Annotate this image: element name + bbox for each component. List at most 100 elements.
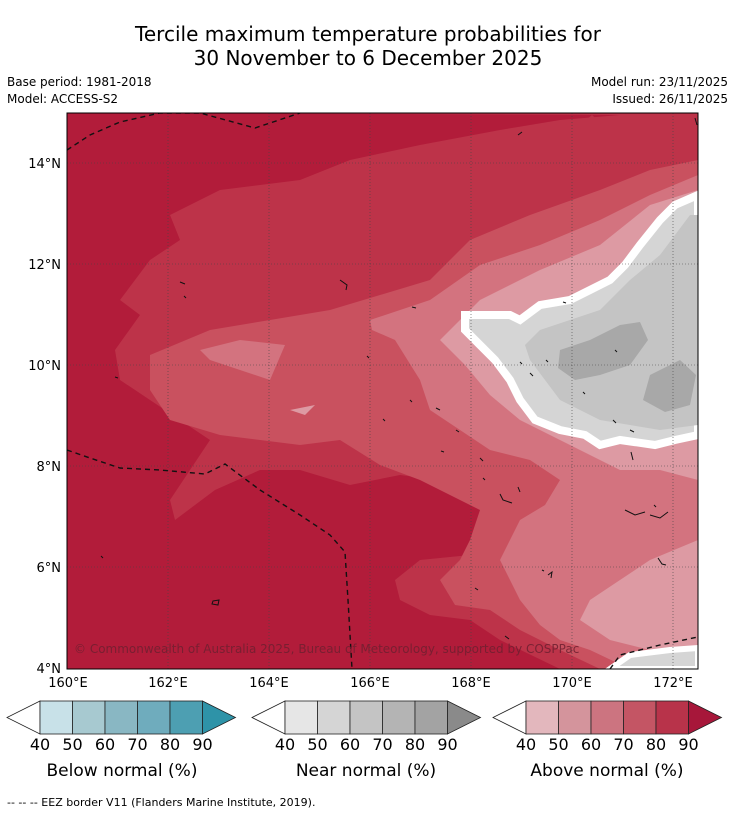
colorbar-upper-arrow	[447, 700, 482, 735]
colorbar-tick-label: 80	[405, 735, 425, 754]
island	[624, 504, 669, 519]
lon-label: 160°E	[48, 676, 88, 691]
colorbar-segment	[623, 700, 657, 735]
colorbar-segment	[414, 700, 448, 735]
map-frame	[66, 112, 699, 670]
colorbar-segment	[137, 700, 171, 735]
colorbar-segment	[39, 700, 73, 735]
islands	[100, 117, 698, 640]
below-normal-label: Below normal (%)	[46, 761, 198, 781]
map-title: Tercile maximum temperature probabilitie…	[0, 22, 736, 70]
colorbar-tick-label: 60	[581, 735, 601, 754]
map-field	[67, 113, 698, 669]
island	[517, 131, 523, 136]
colorbar-tick-label: 50	[307, 735, 327, 754]
colorbar-tick-label: 40	[516, 735, 536, 754]
colorbar-segment	[317, 700, 351, 735]
island	[100, 555, 104, 559]
lat-label: 12°N	[28, 258, 61, 273]
eez-border-southeast	[609, 636, 698, 669]
lon-label: 168°E	[451, 676, 491, 691]
island	[657, 557, 667, 566]
colorbar-lower-arrow	[6, 700, 41, 735]
lower-near-patch	[604, 644, 698, 669]
lat-label: 10°N	[28, 359, 61, 374]
model-name: Model: ACCESS-S2	[7, 92, 119, 106]
lon-label: 172°E	[653, 676, 693, 691]
colorbar-upper-arrow	[202, 700, 237, 735]
island	[479, 457, 486, 481]
colorbar-segment	[169, 700, 203, 735]
above-normal-label: Above normal (%)	[530, 761, 684, 781]
colorbar-segment	[655, 700, 689, 735]
island	[114, 376, 119, 379]
island	[474, 587, 510, 640]
island	[440, 429, 460, 453]
lat-label: 4°N	[37, 662, 62, 677]
issued-date: Issued: 26/11/2025	[612, 92, 728, 106]
island	[366, 355, 370, 359]
colorbar-segment	[558, 700, 592, 735]
zone-near-80	[558, 322, 696, 412]
meta-left: Base period: 1981-2018 Model: ACCESS-S2	[7, 74, 152, 108]
small-patch-above-80	[580, 115, 603, 140]
colorbar-tick-label: 90	[678, 735, 698, 754]
lon-label: 170°E	[552, 676, 592, 691]
colorbar-segment	[349, 700, 383, 735]
island	[339, 279, 348, 291]
colorbar-lower-arrow	[492, 700, 527, 735]
meta-right: Model run: 23/11/2025 Issued: 26/11/2025	[591, 74, 728, 108]
eez-footnote: -- -- -- EEZ border V11 (Flanders Marine…	[7, 796, 316, 809]
colorbar-above-normal: 40 50 60 70 80 90	[492, 700, 723, 754]
colorbar-tick-label: 70	[127, 735, 147, 754]
island	[612, 419, 635, 461]
colorbar-below-normal: 40 50 60 70 80 90	[6, 700, 237, 754]
island	[411, 306, 417, 309]
latitude-labels: 14°N 12°N 10°N 8°N 6°N 4°N	[28, 157, 61, 677]
colorbar-upper-arrow	[688, 700, 723, 735]
colorbar-near-normal: 40 50 60 70 80 90	[251, 700, 482, 754]
island	[382, 399, 441, 422]
colorbar-segment	[284, 700, 318, 735]
colorbar-tick-label: 70	[372, 735, 392, 754]
colorbar-segment	[382, 700, 416, 735]
lat-label: 8°N	[37, 460, 62, 475]
eez-border-north	[67, 113, 301, 151]
colorbar-tick-label: 50	[548, 735, 568, 754]
colorbar-tick-label: 60	[95, 735, 115, 754]
island	[211, 599, 220, 606]
colorbar-tick-label: 80	[160, 735, 180, 754]
lon-label: 162°E	[148, 676, 188, 691]
lat-label: 14°N	[28, 157, 61, 172]
colorbar-tick-label: 40	[275, 735, 295, 754]
island	[519, 359, 549, 377]
colorbar-tick-label: 60	[340, 735, 360, 754]
colorbar-tick-label: 90	[437, 735, 457, 754]
graticule	[67, 113, 698, 669]
longitude-labels: 160°E 162°E 164°E 166°E 168°E 170°E 172°…	[48, 676, 693, 691]
colorbar-legend: 40 50 60 70 80 90 40 50 60 70 80 90 40 50 60 70 80 90	[6, 700, 723, 754]
lon-label: 164°E	[249, 676, 289, 691]
island	[179, 281, 187, 299]
colorbar-tick-label: 90	[192, 735, 212, 754]
colorbar-tick-label: 70	[613, 735, 633, 754]
colorbar-tick-label: 50	[62, 735, 82, 754]
model-run: Model run: 23/11/2025	[590, 75, 728, 89]
colorbar-segment	[525, 700, 559, 735]
colorbar-segment	[72, 700, 106, 735]
colorbar-segment	[104, 700, 138, 735]
title-line-2: 30 November to 6 December 2025	[193, 46, 543, 70]
near-normal-label: Near normal (%)	[295, 761, 437, 781]
lon-label: 166°E	[350, 676, 390, 691]
colorbar-segment	[590, 700, 624, 735]
island	[562, 301, 567, 304]
lat-label: 6°N	[37, 561, 62, 576]
eez-borders	[67, 113, 698, 669]
base-period: Base period: 1981-2018	[7, 75, 152, 89]
colorbar-lower-arrow	[251, 700, 286, 735]
island	[499, 486, 521, 504]
island	[582, 349, 618, 395]
forecast-map: © Commonwealth of Australia 2025, Bureau…	[28, 112, 699, 691]
copyright-notice: © Commonwealth of Australia 2025, Bureau…	[74, 642, 579, 656]
colorbar-tick-label: 40	[30, 735, 50, 754]
